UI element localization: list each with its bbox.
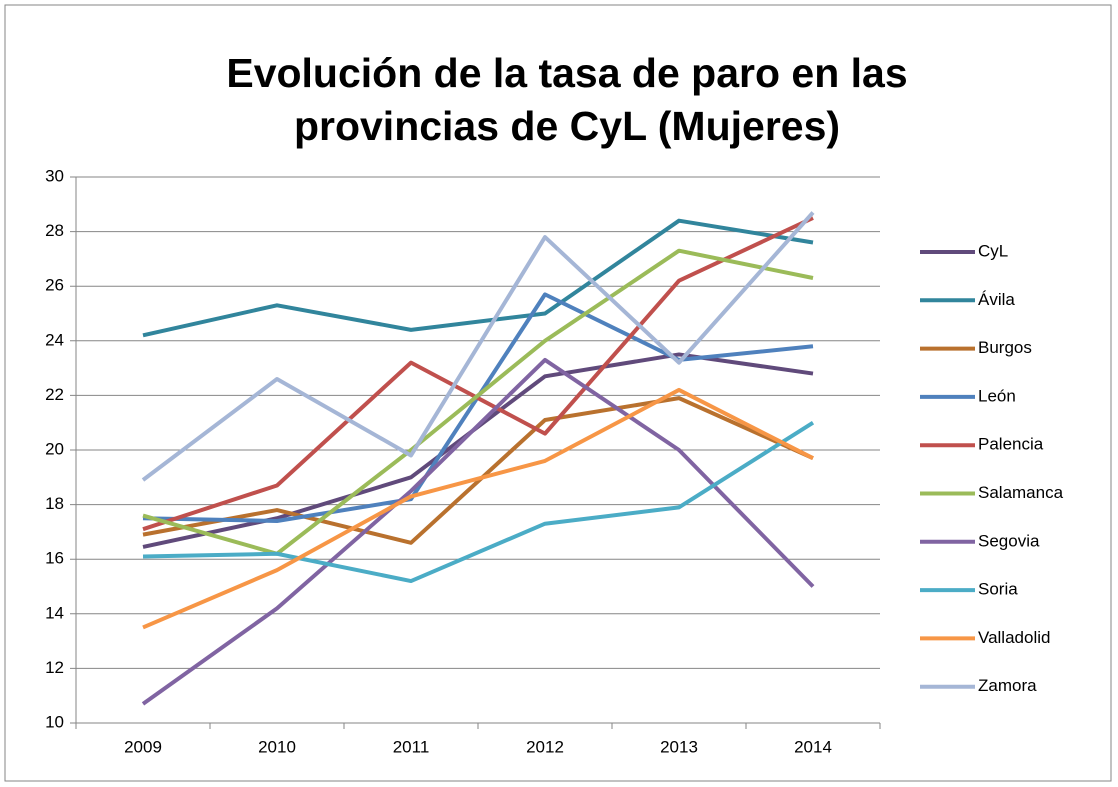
series-line bbox=[142, 248, 814, 556]
y-tick-label: 18 bbox=[45, 494, 64, 513]
y-tick-label: 30 bbox=[45, 166, 64, 185]
series-line bbox=[142, 387, 814, 630]
y-tick-label: 20 bbox=[45, 439, 64, 458]
series-line bbox=[142, 396, 814, 545]
x-tick-label: 2010 bbox=[258, 737, 296, 756]
y-tick-label: 12 bbox=[45, 658, 64, 677]
y-tick-label: 24 bbox=[45, 330, 64, 349]
x-tick-label: 2012 bbox=[526, 737, 564, 756]
chart-title: Evolución de la tasa de paro en las bbox=[226, 50, 907, 96]
y-tick-label: 26 bbox=[45, 276, 64, 295]
x-tick-label: 2009 bbox=[124, 737, 162, 756]
legend-label: Segovia bbox=[978, 531, 1040, 550]
legend-label: Soria bbox=[978, 580, 1018, 599]
series-line bbox=[142, 216, 814, 532]
series-line bbox=[141, 357, 815, 706]
legend-label: Valladolid bbox=[978, 628, 1050, 647]
series-line bbox=[142, 218, 814, 338]
x-tick-label: 2014 bbox=[794, 737, 832, 756]
chart-border bbox=[4, 4, 1112, 782]
x-tick-label: 2013 bbox=[660, 737, 698, 756]
y-tick-label: 10 bbox=[45, 712, 64, 731]
legend-label: Salamanca bbox=[978, 483, 1064, 502]
series-line bbox=[141, 211, 815, 482]
legend-label: Palencia bbox=[978, 435, 1044, 454]
legend-label: Ávila bbox=[978, 290, 1015, 309]
series-line bbox=[142, 421, 815, 584]
y-tick-label: 22 bbox=[45, 385, 64, 404]
y-tick-label: 28 bbox=[45, 221, 64, 240]
legend-label: Burgos bbox=[978, 338, 1032, 357]
x-tick-label: 2011 bbox=[393, 737, 430, 756]
legend-label: Zamora bbox=[978, 676, 1037, 695]
legend-label: CyL bbox=[978, 241, 1008, 260]
legend-label: León bbox=[978, 386, 1016, 405]
y-tick-label: 14 bbox=[45, 603, 64, 622]
chart-title: provincias de CyL (Mujeres) bbox=[294, 103, 840, 149]
y-tick-label: 16 bbox=[45, 549, 64, 568]
